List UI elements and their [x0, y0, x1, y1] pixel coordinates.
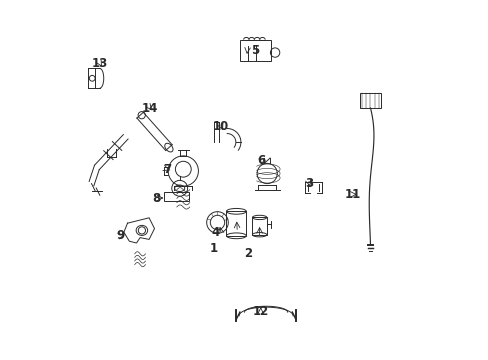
Text: 4: 4: [211, 226, 220, 239]
Text: 1: 1: [209, 242, 218, 255]
Text: 9: 9: [116, 229, 124, 242]
Text: 10: 10: [213, 120, 229, 132]
Text: 11: 11: [344, 188, 360, 201]
Bar: [359, 93, 381, 108]
Bar: [252, 217, 266, 235]
Text: 5: 5: [251, 44, 259, 57]
Text: 14: 14: [142, 102, 158, 114]
Text: 3: 3: [305, 177, 313, 190]
Text: 13: 13: [91, 57, 108, 69]
Bar: [226, 211, 246, 236]
Bar: [163, 192, 188, 201]
Text: 7: 7: [163, 163, 171, 176]
Bar: [240, 40, 270, 61]
Text: 2: 2: [244, 247, 252, 260]
Text: 8: 8: [152, 192, 160, 204]
Text: 6: 6: [257, 154, 265, 167]
Text: 12: 12: [252, 305, 268, 318]
